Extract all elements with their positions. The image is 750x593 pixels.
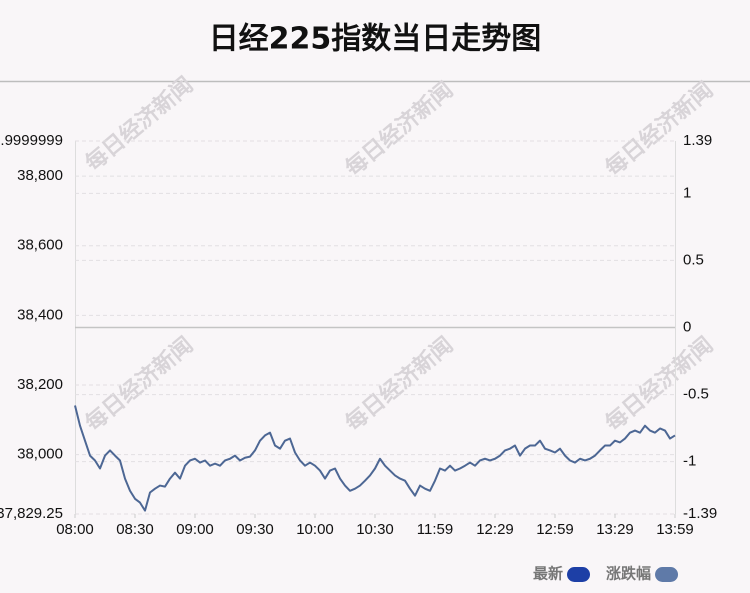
y2-tick-label: 0.5 bbox=[683, 251, 704, 268]
y2-tick-label: 0 bbox=[683, 318, 691, 335]
y-tick-label: 38,400 bbox=[17, 306, 63, 323]
x-tick-label: 10:00 bbox=[296, 521, 334, 538]
x-tick-label: 10:30 bbox=[356, 521, 394, 538]
chart-title: 日经225指数当日走势图 bbox=[209, 22, 542, 57]
legend-label: 涨跌幅 bbox=[606, 565, 651, 583]
x-tick-label: 08:30 bbox=[116, 521, 154, 538]
x-tick-label: 08:00 bbox=[56, 521, 94, 538]
y2-tick-label: 1.39 bbox=[683, 132, 712, 149]
x-tick-label: 12:59 bbox=[536, 521, 574, 538]
x-tick-label: 11:59 bbox=[417, 521, 453, 538]
y2-tick-label: -1.39 bbox=[683, 505, 717, 522]
watermark: 每日经济新闻 bbox=[600, 77, 718, 182]
x-tick-label: 09:00 bbox=[176, 521, 214, 538]
x-tick-label: 09:30 bbox=[236, 521, 274, 538]
watermark: 每日经济新闻 bbox=[340, 332, 458, 437]
legend-label: 最新 bbox=[533, 565, 563, 583]
x-tick-label: 12:29 bbox=[476, 521, 514, 538]
x-tick-label: 13:29 bbox=[596, 521, 634, 538]
y-tick-label: 38,000 bbox=[17, 446, 63, 463]
price-line bbox=[74, 405, 676, 512]
y-tick-label: 38,600 bbox=[17, 237, 63, 254]
watermark: 每日经济新闻 bbox=[80, 72, 198, 177]
watermark: 每日经济新闻 bbox=[340, 77, 458, 182]
watermark: 每日经济新闻 bbox=[80, 332, 198, 437]
watermark: 每日经济新闻 bbox=[600, 332, 718, 437]
y-tick-label: 38,900.9999999 bbox=[0, 132, 63, 149]
x-tick-label: 13:59 bbox=[656, 521, 694, 538]
y-tick-label: 37,829.25 bbox=[0, 505, 63, 522]
y2-tick-label: -0.5 bbox=[683, 386, 709, 403]
y-tick-label: 38,200 bbox=[17, 376, 63, 393]
legend-swatch bbox=[567, 567, 591, 582]
legend-swatch bbox=[655, 567, 679, 582]
y-tick-label: 38,800 bbox=[17, 167, 63, 184]
y2-tick-label: -1 bbox=[683, 453, 696, 470]
y2-tick-label: 1 bbox=[683, 184, 691, 201]
